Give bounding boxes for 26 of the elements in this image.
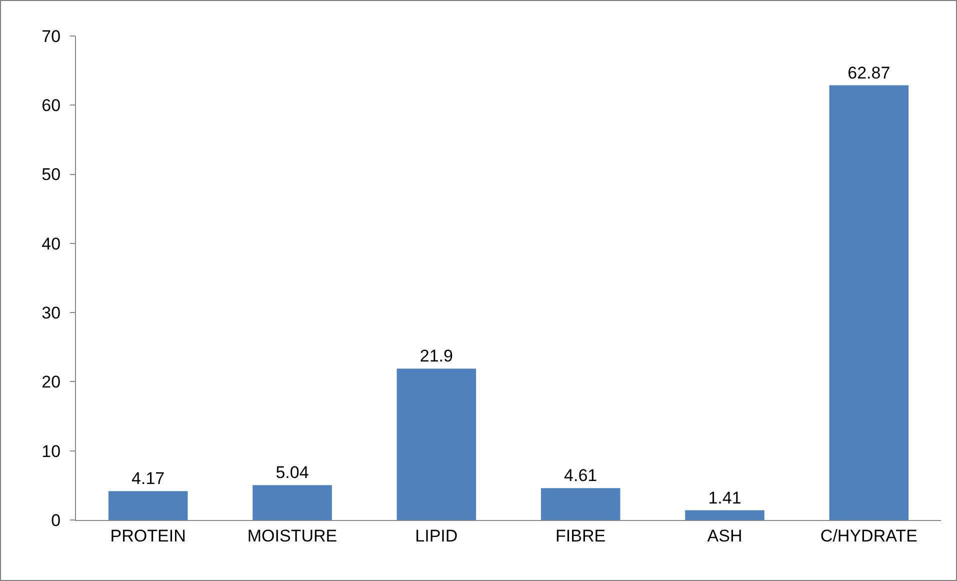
y-tick-label: 20 [42, 372, 61, 392]
x-tick-label: ASH [707, 526, 742, 546]
y-tick-label: 10 [42, 442, 61, 461]
data-label: 62.87 [848, 63, 890, 82]
bar [252, 485, 332, 520]
x-tick-label: LIPID [415, 526, 458, 546]
x-tick-label: MOISTURE [247, 526, 338, 546]
bar [396, 368, 476, 520]
x-tick-label: FIBRE [556, 526, 606, 546]
bar [685, 510, 764, 520]
data-label: 21.9 [420, 346, 453, 366]
y-tick-label: 50 [42, 165, 61, 184]
data-label: 5.04 [276, 463, 309, 482]
y-tick-label: 0 [51, 510, 61, 530]
bar [108, 491, 188, 520]
y-tick-label: 30 [42, 304, 61, 323]
y-tick-label: 60 [42, 96, 61, 116]
data-label: 1.41 [708, 488, 742, 508]
data-label: 4.61 [564, 466, 598, 486]
y-tick-label: 40 [42, 234, 61, 254]
x-tick-label: C/HYDRATE [820, 526, 918, 546]
data-label: 4.17 [132, 469, 165, 488]
bar [829, 85, 909, 520]
bar [540, 488, 620, 520]
y-tick-label: 70 [42, 26, 61, 46]
x-tick-label: PROTEIN [110, 526, 186, 546]
